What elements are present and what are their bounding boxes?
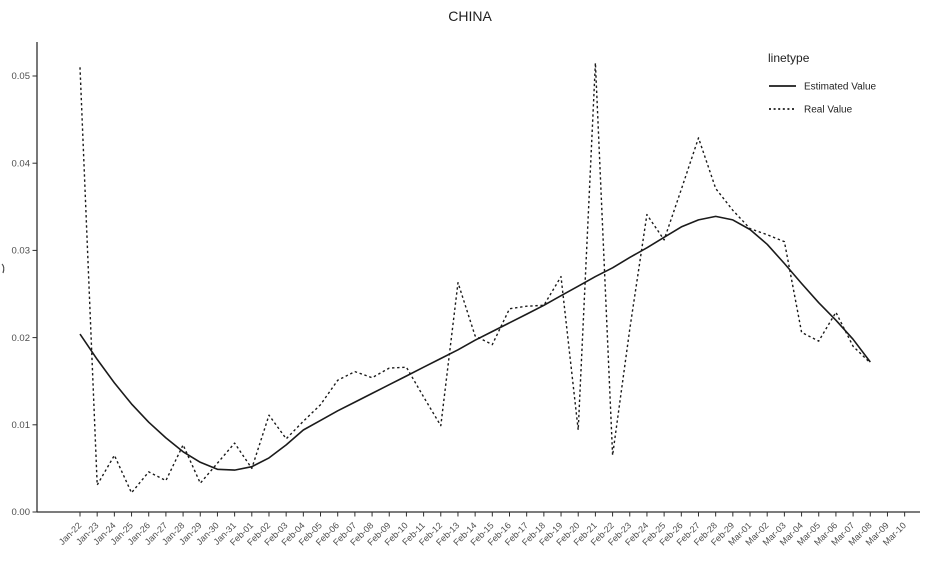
y-tick-label: 0.01 <box>12 420 31 431</box>
y-tick-label: 0.00 <box>12 507 31 518</box>
y-axis-ticks: 0.00 0.01 0.02 0.03 0.04 0.05 <box>12 71 37 518</box>
y-tick-label: 0.04 <box>12 158 31 169</box>
y-axis-title-fragment <box>1 263 5 274</box>
y-tick-label: 0.05 <box>12 71 31 82</box>
y-tick-label: 0.03 <box>12 246 31 257</box>
x-axis-ticks: Jan-22Jan-23Jan-24Jan-25Jan-26Jan-27Jan-… <box>57 512 908 548</box>
plot-series <box>79 62 871 494</box>
estimated-value-line <box>79 215 871 471</box>
y-tick-label: 0.02 <box>12 333 31 344</box>
legend-title: linetype <box>768 51 810 65</box>
real-value-line <box>79 62 871 494</box>
legend: linetype Estimated Value Real Value <box>768 51 877 116</box>
chart-title: CHINA <box>448 8 492 24</box>
legend-label-real: Real Value <box>804 105 853 116</box>
legend-label-estimated: Estimated Value <box>804 82 877 93</box>
